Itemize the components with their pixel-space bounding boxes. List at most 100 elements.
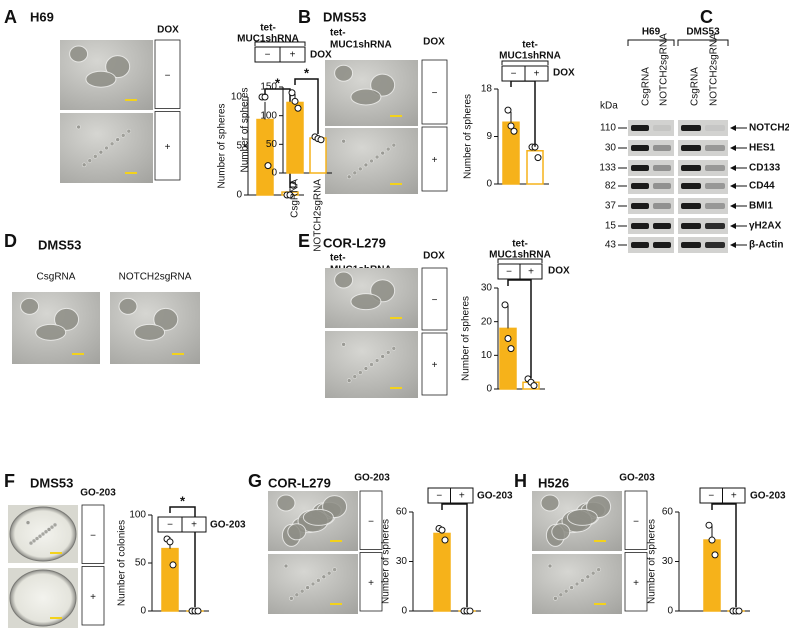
- sphere-image: [126, 128, 132, 134]
- lane-label: NOTCH2sgRNA: [659, 33, 670, 106]
- factor-label: DOX: [548, 266, 570, 277]
- sphere-image: [334, 271, 354, 289]
- blot-strip: [628, 218, 674, 234]
- sphere-image: [370, 73, 396, 97]
- condition-label: −: [368, 516, 374, 527]
- sphere-image: [43, 529, 49, 534]
- condition-label: +: [90, 592, 96, 603]
- sphere-image: [283, 563, 289, 569]
- category-label: −: [436, 491, 442, 502]
- sphere-image: [25, 520, 31, 525]
- sphere-image: [109, 141, 115, 147]
- band: [653, 183, 671, 189]
- y-tick-label: 10: [481, 350, 493, 361]
- sphere-image: [553, 596, 558, 601]
- sphere-image: [105, 55, 131, 79]
- sphere-image: [134, 323, 166, 341]
- band: [631, 165, 649, 171]
- category-label: +: [534, 69, 540, 80]
- y-tick-label: 100: [129, 510, 146, 521]
- group-label: MUC1shRNA: [330, 40, 392, 51]
- blot-strip: [678, 237, 728, 253]
- category-label: +: [191, 520, 197, 531]
- header-cell: [519, 263, 543, 280]
- band: [681, 145, 701, 151]
- data-point: [534, 154, 542, 162]
- condition-box: [421, 126, 448, 192]
- band: [681, 223, 701, 229]
- factor-label: GO-203: [477, 491, 513, 502]
- sphere-image: [385, 350, 391, 355]
- blot-strip: [628, 120, 674, 136]
- sphere-image: [363, 162, 369, 168]
- image-label: NOTCH2sgRNA: [119, 272, 192, 283]
- band: [705, 223, 725, 229]
- panel-letter: E: [298, 231, 310, 251]
- image-label: CsgRNA: [37, 272, 76, 283]
- condition-label: +: [432, 155, 438, 166]
- band: [631, 203, 649, 209]
- significance-bracket: [441, 503, 468, 607]
- bar: [703, 539, 721, 612]
- y-tick-label: 9: [486, 131, 492, 142]
- y-tick-label: 0: [486, 179, 492, 190]
- sphere-image: [115, 137, 120, 142]
- header-cell: [279, 46, 306, 63]
- lane-label: CsgRNA: [690, 67, 701, 106]
- factor-label: DOX: [310, 50, 332, 61]
- sphere-image: [566, 508, 598, 526]
- category-label: −: [511, 69, 517, 80]
- blot-strip: [628, 160, 674, 176]
- band: [681, 203, 701, 209]
- data-point: [705, 521, 713, 529]
- condition-label: −: [633, 516, 639, 527]
- sphere-image: [310, 581, 316, 587]
- sphere-image: [305, 585, 310, 590]
- condition-box: [421, 267, 448, 331]
- y-tick-label: 30: [481, 283, 493, 294]
- condition-box: [359, 552, 383, 612]
- header-cell: [450, 487, 474, 504]
- y-axis-label: Number of spheres: [381, 519, 392, 604]
- y-tick-label: 18: [481, 84, 493, 95]
- y-tick-label: 30: [662, 556, 674, 567]
- group-bracket: [501, 60, 549, 65]
- group-label: tet-: [512, 239, 528, 250]
- header-cell: [524, 65, 549, 82]
- panel-title: DMS53: [30, 475, 73, 490]
- sphere-image: [350, 88, 382, 106]
- data-point: [169, 561, 177, 569]
- data-point: [286, 191, 294, 199]
- y-tick-label: 0: [667, 606, 673, 617]
- lane-bracket: [627, 39, 675, 46]
- kda-marker: 133: [599, 163, 616, 174]
- condition-box: [421, 59, 448, 125]
- sphere-image: [346, 174, 352, 180]
- group-label: tet-: [330, 28, 346, 39]
- band: [653, 125, 671, 131]
- blot-strip: [628, 237, 674, 253]
- header-cell: [181, 516, 207, 533]
- data-point: [530, 382, 538, 390]
- y-tick-label: 20: [481, 316, 493, 327]
- sphere-image: [334, 64, 354, 82]
- condition-label: +: [165, 142, 171, 153]
- sphere-image: [569, 585, 574, 590]
- group-label: tet-: [330, 253, 346, 264]
- data-point: [711, 551, 719, 559]
- sphere-image: [563, 588, 569, 594]
- bar: [309, 137, 327, 174]
- y-tick-label: 0: [140, 606, 146, 617]
- sphere-image: [46, 527, 52, 532]
- y-tick-label: 60: [662, 507, 674, 518]
- factor-label: GO-203: [750, 491, 786, 502]
- y-tick-label: 150: [260, 82, 277, 93]
- data-point: [501, 301, 509, 309]
- kda-marker: 37: [605, 201, 617, 212]
- data-point: [510, 127, 518, 135]
- blot-strip: [678, 198, 728, 214]
- sphere-image: [391, 346, 397, 351]
- sphere-image: [118, 297, 138, 315]
- y-tick-label: 0: [236, 190, 242, 201]
- blot-strip: [678, 178, 728, 194]
